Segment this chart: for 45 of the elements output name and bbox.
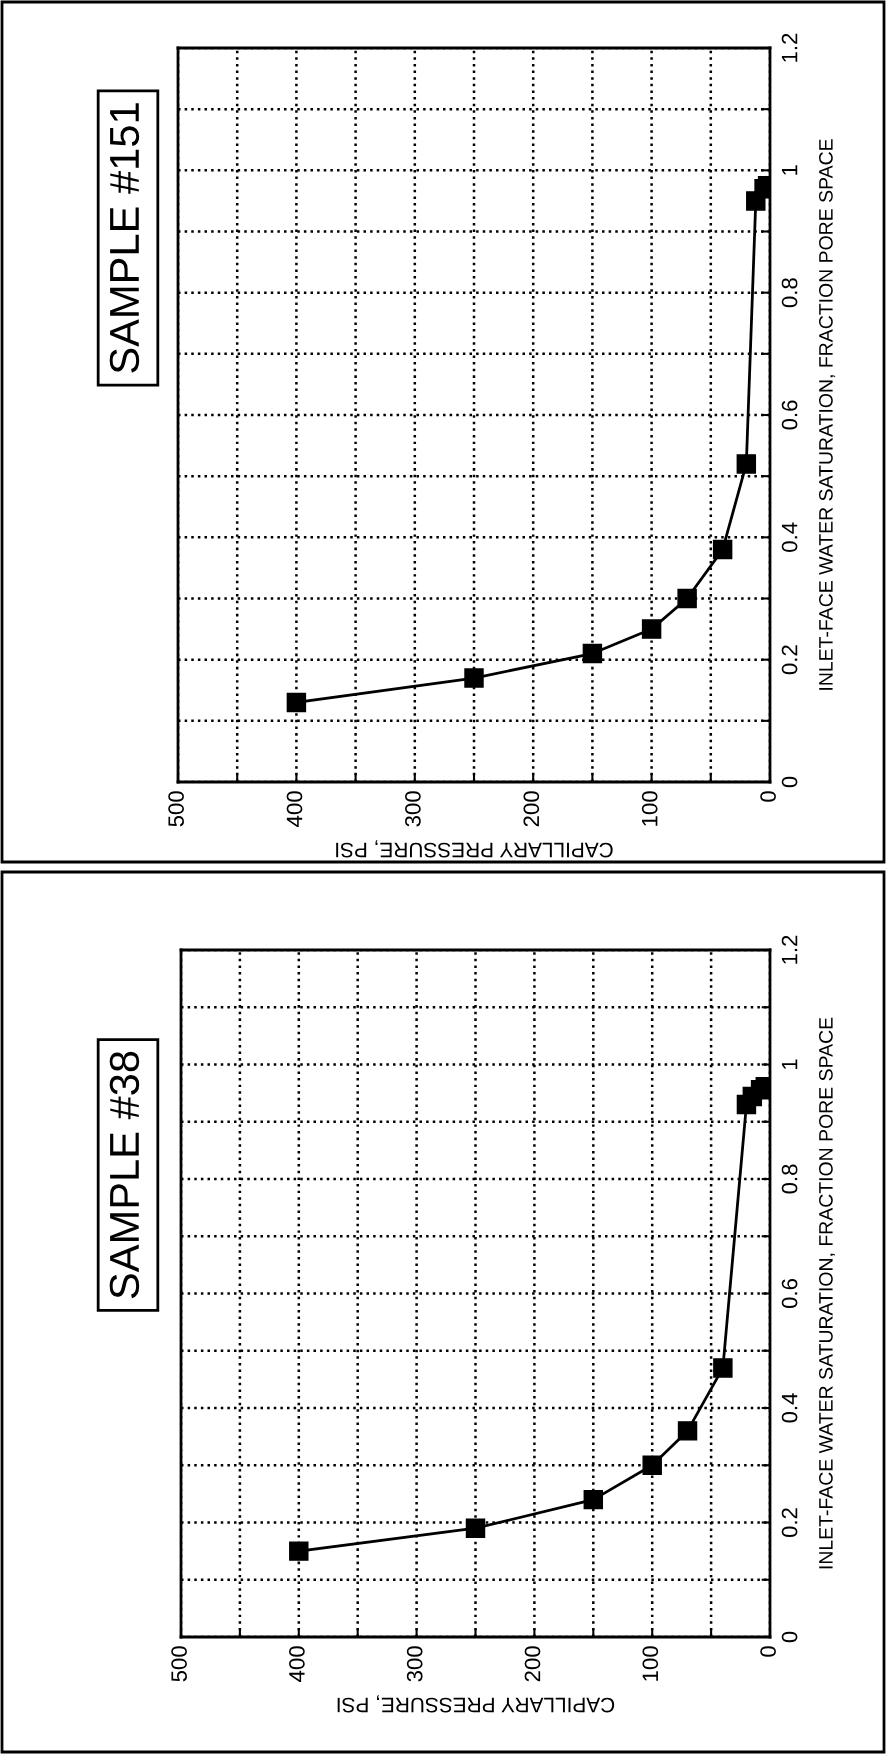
- x-tick-label: 500: [171, 1646, 187, 1682]
- point: [712, 539, 733, 560]
- y-tick-label: 1.2: [781, 33, 798, 62]
- x-tick-label: 500: [168, 791, 184, 827]
- point: [713, 1358, 733, 1378]
- x-tick-label: 100: [641, 791, 658, 826]
- x-axis-title: CAPILLARY PRESSURE, PSI: [336, 840, 613, 858]
- y-tick-label: 0.8: [781, 278, 798, 308]
- y-tick-label: 1: [781, 1059, 798, 1069]
- y-axis-title: INLET-FACE WATER SATURATION, FRACTION PORE SPACE: [819, 139, 836, 690]
- text: SAMPLE #151: [109, 103, 140, 373]
- point: [641, 619, 662, 639]
- y-tick-label: 0.4: [781, 522, 798, 552]
- x-tick-label: 400: [286, 791, 303, 827]
- text: SAMPLE #38: [109, 1051, 140, 1299]
- point: [642, 1455, 662, 1475]
- y-tick-label: 0.4: [781, 1393, 798, 1423]
- x-tick-label: 300: [405, 791, 421, 827]
- x-tick-label: 400: [289, 1646, 305, 1682]
- point: [464, 668, 484, 688]
- x-tick-label: 200: [523, 791, 540, 827]
- y-tick-label: 0.2: [781, 1508, 798, 1538]
- x-tick-label: 300: [406, 1646, 423, 1682]
- x-tick-label: 0: [760, 1646, 776, 1657]
- x-tick-label: 200: [524, 1646, 541, 1682]
- point: [465, 1518, 486, 1538]
- point: [289, 1541, 309, 1561]
- point: [677, 588, 697, 609]
- y-tick-label: 0.8: [781, 1164, 798, 1194]
- y-axis-title: INLET-FACE WATER SATURATION, FRACTION PORE SPACE: [819, 1017, 836, 1569]
- y-tick-label: 0.6: [781, 1279, 798, 1309]
- y-tick-label: 0: [781, 776, 798, 788]
- y-tick-label: 1.2: [781, 935, 798, 964]
- point: [583, 1489, 604, 1510]
- y-tick-label: 1: [781, 165, 798, 175]
- point: [677, 1421, 698, 1441]
- x-axis-title: CAPILLARY PRESSURE, PSI: [337, 1695, 615, 1713]
- point: [582, 643, 603, 664]
- point: [736, 454, 757, 474]
- y-tick-label: 0.2: [781, 645, 798, 675]
- point: [286, 692, 307, 713]
- x-tick-label: 100: [642, 1646, 659, 1681]
- x-tick-label: 0: [760, 791, 776, 802]
- y-tick-label: 0: [781, 1631, 798, 1643]
- y-tick-label: 0.6: [781, 400, 798, 430]
